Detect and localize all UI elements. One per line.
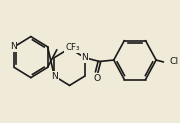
Text: CF₃: CF₃ xyxy=(65,43,80,52)
Text: Cl: Cl xyxy=(170,57,179,67)
Text: N: N xyxy=(10,42,17,51)
Text: N: N xyxy=(81,53,88,62)
Text: O: O xyxy=(93,74,100,83)
Text: N: N xyxy=(51,72,58,81)
